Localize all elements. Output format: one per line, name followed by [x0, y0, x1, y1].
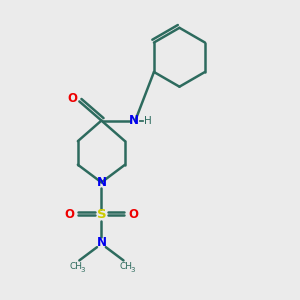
- Text: S: S: [97, 208, 106, 221]
- Text: N: N: [96, 176, 106, 189]
- Text: O: O: [129, 208, 139, 221]
- Text: 3: 3: [81, 267, 85, 273]
- Text: H: H: [144, 116, 152, 126]
- Text: N: N: [96, 236, 106, 249]
- Text: 3: 3: [131, 267, 135, 273]
- Text: CH: CH: [120, 262, 133, 271]
- Text: O: O: [64, 208, 74, 221]
- Text: N: N: [129, 114, 139, 127]
- Text: O: O: [68, 92, 78, 105]
- Text: CH: CH: [70, 262, 83, 271]
